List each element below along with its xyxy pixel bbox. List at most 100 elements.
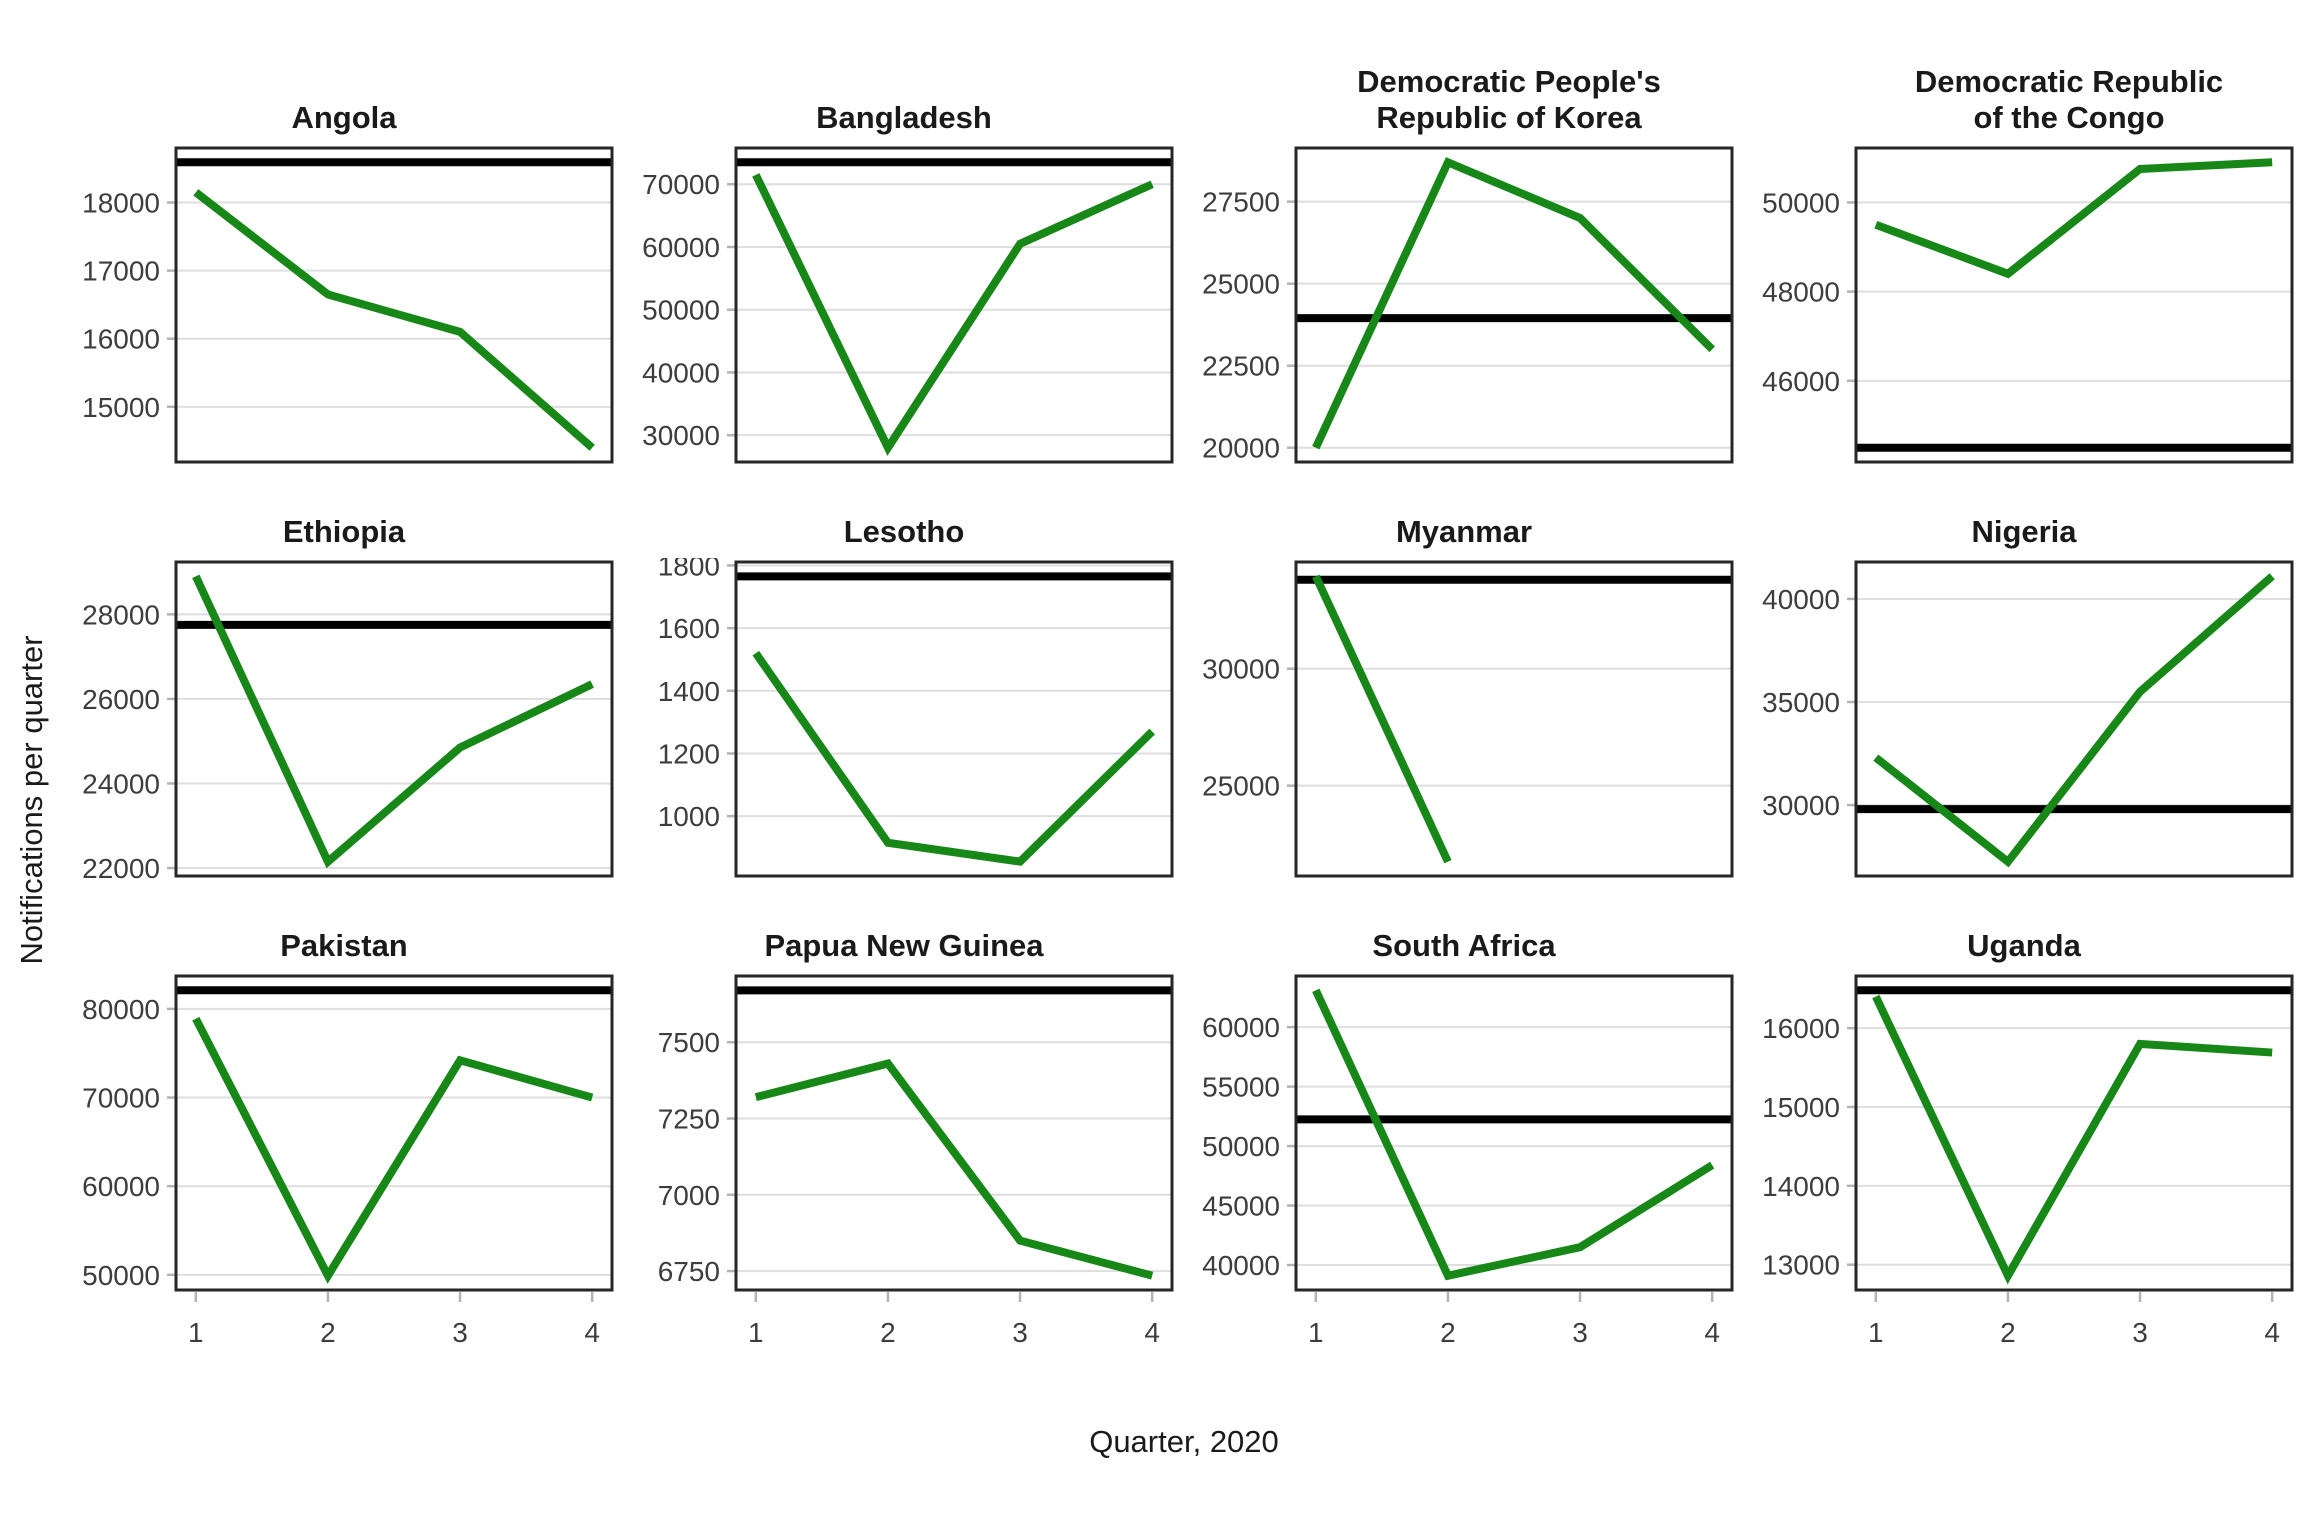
svg-text:15000: 15000 [82,392,160,423]
facet-grid: Angola 15000 16000 17000 18000 Bangladesh 3… [64,52,2304,1356]
svg-text:20000: 20000 [1202,433,1280,464]
svg-text:25000: 25000 [1202,771,1280,802]
svg-text:22000: 22000 [82,853,160,880]
y-axis-title: Notifications per quarter [14,635,49,965]
myanmar-line-plot: 25000 30000 [1202,560,1734,878]
svg-text:30000: 30000 [1762,790,1840,821]
facet-title: Nigeria [1971,514,2077,549]
svg-text:3: 3 [2132,1317,2148,1348]
facet-title: Angola [291,100,397,135]
svg-text:26000: 26000 [82,684,160,715]
facet-nigeria: Nigeria 30000 35000 40000 [1744,466,2304,880]
svg-text:30000: 30000 [642,420,720,451]
facet-title: Democratic Republic of the Congo [1914,64,2224,135]
svg-text:18000: 18000 [82,187,160,218]
svg-text:22500: 22500 [1202,351,1280,382]
svg-text:40000: 40000 [642,357,720,388]
svg-text:1: 1 [748,1317,764,1348]
svg-text:13000: 13000 [1762,1250,1840,1281]
svg-text:55000: 55000 [1202,1072,1280,1103]
dr-congo-line-plot: 46000 48000 50000 [1762,146,2294,464]
south-africa-line-plot: 40000 45000 50000 55000 60000 1 2 3 4 [1202,974,1734,1348]
svg-text:3: 3 [452,1317,468,1348]
svg-text:48000: 48000 [1762,277,1840,308]
facet-ethiopia: Ethiopia 22000 24000 26000 28000 [64,466,624,880]
svg-text:2: 2 [2000,1317,2016,1348]
dpr-korea-line-plot: 20000 22500 25000 27500 [1202,146,1734,464]
facet-title: Myanmar [1395,514,1533,549]
svg-text:60000: 60000 [82,1171,160,1202]
svg-text:35000: 35000 [1762,687,1840,718]
svg-text:30000: 30000 [1202,654,1280,685]
svg-text:50000: 50000 [642,295,720,326]
svg-text:2: 2 [880,1317,896,1348]
facet-uganda: Uganda 13000 14000 15000 16000 1 2 3 4 [1744,880,2304,1356]
facet-bangladesh: Bangladesh 30000 40000 50000 60000 70000 [624,52,1184,466]
svg-text:46000: 46000 [1762,366,1840,397]
facet-lesotho: Lesotho 1000 1200 1400 1600 1800 [624,466,1184,880]
svg-text:1: 1 [188,1317,204,1348]
facet-pakistan: Pakistan 50000 60000 70000 80000 1 2 3 4 [64,880,624,1356]
svg-text:60000: 60000 [642,232,720,263]
facet-title: Pakistan [280,928,408,963]
facet-dpr-korea: Democratic People's Republic of Korea 20… [1184,52,1744,466]
svg-text:15000: 15000 [1762,1092,1840,1123]
svg-text:7000: 7000 [658,1180,720,1211]
svg-text:7250: 7250 [658,1104,720,1135]
facet-title: Papua New Guinea [764,928,1044,963]
svg-text:4: 4 [2264,1317,2280,1348]
pakistan-line-plot: 50000 60000 70000 80000 1 2 3 4 [82,974,614,1348]
svg-text:7500: 7500 [658,1027,720,1058]
facet-title: Bangladesh [816,100,992,135]
svg-text:80000: 80000 [82,994,160,1025]
facet-title: Uganda [1967,928,2081,963]
svg-text:1: 1 [1308,1317,1324,1348]
svg-text:17000: 17000 [82,256,160,287]
svg-text:28000: 28000 [82,599,160,630]
facet-myanmar: Myanmar 25000 30000 [1184,466,1744,880]
svg-text:60000: 60000 [1202,1012,1280,1043]
svg-text:3: 3 [1572,1317,1588,1348]
svg-text:70000: 70000 [82,1083,160,1114]
svg-text:70000: 70000 [642,169,720,200]
bangladesh-line-plot: 30000 40000 50000 60000 70000 [642,146,1174,464]
svg-text:50000: 50000 [1202,1131,1280,1162]
facet-papua-new-guinea: Papua New Guinea 6750 7000 7250 7500 1 2 3 4 [624,880,1184,1356]
svg-text:50000: 50000 [1762,187,1840,218]
svg-text:14000: 14000 [1762,1171,1840,1202]
lesotho-line-plot: 1000 1200 1400 1600 1800 [658,558,1174,878]
svg-text:40000: 40000 [1762,584,1840,615]
svg-text:40000: 40000 [1202,1250,1280,1281]
ethiopia-line-plot: 22000 24000 26000 28000 [82,560,614,880]
uganda-line-plot: 13000 14000 15000 16000 1 2 3 4 [1762,974,2294,1348]
nigeria-line-plot: 30000 35000 40000 [1762,560,2294,878]
svg-text:1000: 1000 [658,801,720,832]
svg-text:6750: 6750 [658,1256,720,1287]
svg-text:1600: 1600 [658,613,720,644]
angola-line-plot: 15000 16000 17000 18000 [82,146,614,464]
facet-title: Ethiopia [282,514,406,549]
facet-title: Lesotho [843,514,965,549]
svg-text:1: 1 [1868,1317,1884,1348]
svg-text:1200: 1200 [658,738,720,769]
facet-dr-congo: Democratic Republic of the Congo 46000 48… [1744,52,2304,466]
svg-text:1400: 1400 [658,676,720,707]
facet-title: Democratic People's Republic of Korea [1357,64,1661,135]
x-axis-title: Quarter, 2020 [1089,1424,1279,1459]
svg-text:2: 2 [1440,1317,1456,1348]
svg-text:1800: 1800 [658,558,720,581]
svg-text:16000: 16000 [1762,1013,1840,1044]
facet-title: South Africa [1372,928,1556,963]
facet-south-africa: South Africa 40000 45000 50000 55000 60000 1 2… [1184,880,1744,1356]
svg-text:4: 4 [1704,1317,1720,1348]
svg-text:50000: 50000 [82,1260,160,1291]
facet-angola: Angola 15000 16000 17000 18000 [64,52,624,466]
papua-new-guinea-line-plot: 6750 7000 7250 7500 1 2 3 4 [658,974,1174,1348]
svg-text:25000: 25000 [1202,269,1280,300]
svg-text:24000: 24000 [82,768,160,799]
svg-text:16000: 16000 [82,324,160,355]
svg-text:4: 4 [584,1317,600,1348]
svg-text:27500: 27500 [1202,187,1280,218]
svg-text:4: 4 [1144,1317,1160,1348]
